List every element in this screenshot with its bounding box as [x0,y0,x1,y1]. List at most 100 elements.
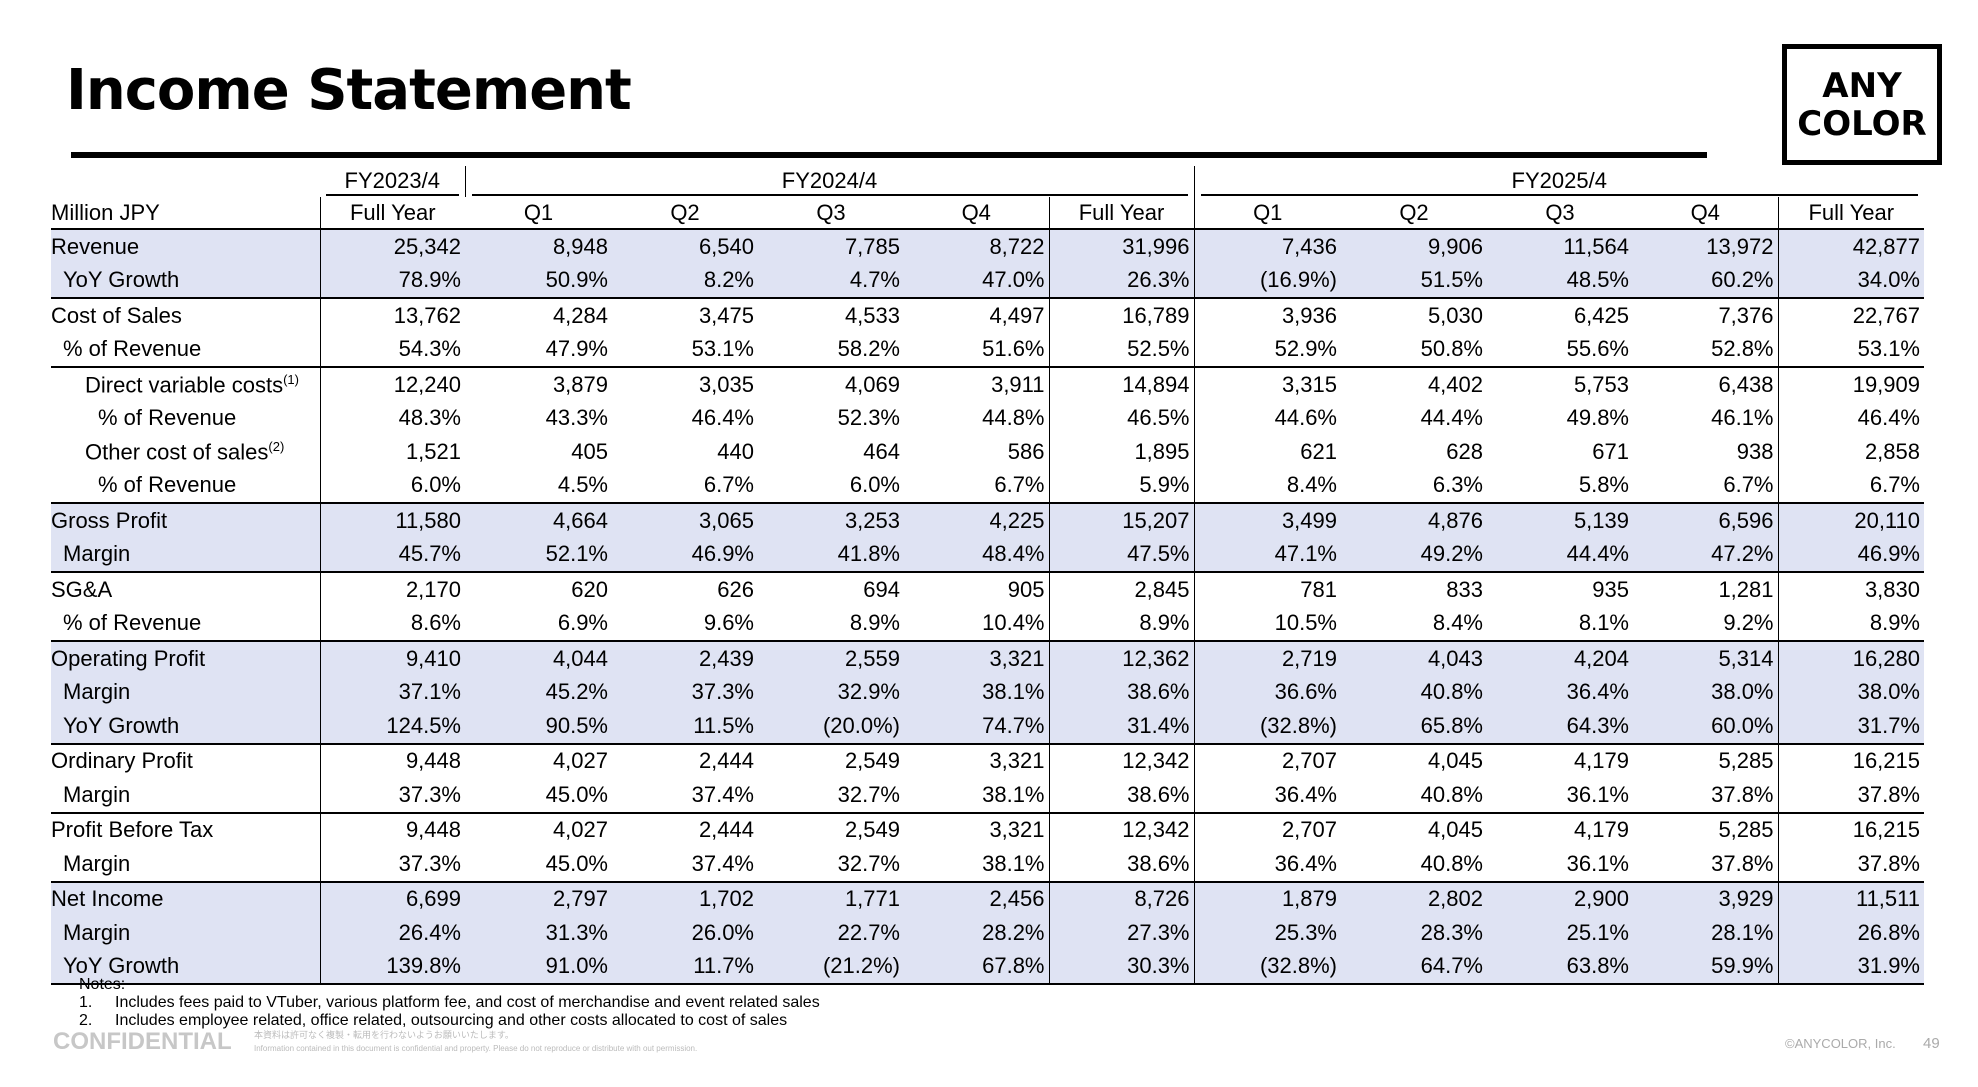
table-row: Profit Before Tax 9,448 4,027 2,444 2,549 3,3… [51,811,1924,847]
value: 3,499 [1193,502,1341,538]
value: 440 [717,438,754,464]
value: 50.9% [465,263,612,298]
note-text: Includes fees paid to VTuber, various pl… [115,994,820,1011]
value: 48.4% [904,537,1049,572]
row-label: % of Revenue [63,610,202,636]
value: 6.7% [1723,472,1774,498]
value: 31,996 [1048,228,1194,264]
value: 50.8% [1420,336,1483,362]
value: 65.8% [1341,709,1487,744]
value: 52.3% [837,405,900,431]
value: 47.0% [904,263,1049,298]
value: 51.5% [1341,263,1487,298]
title: Income Statement [66,58,632,123]
value: 2,797 [465,880,612,916]
value: 4,402 [1341,366,1487,402]
value: 38.6% [1048,778,1194,813]
row-label: YoY Growth [63,712,180,738]
value: 64.7% [1341,949,1487,984]
value: 8.6% [319,606,465,641]
value: 2,802 [1341,880,1487,916]
value: 8.9% [849,610,900,636]
row-label-cell: Margin [51,778,320,813]
value: 3,911 [904,366,1049,402]
table-row: Margin 37.1% 45.2% 37.3% 32.9% 38.1% 38.6% 36.6… [51,675,1924,709]
value: 6.3% [1432,472,1483,498]
row-label: Ordinary Profit [51,748,193,774]
group-label: FY2025/4 [1200,168,1918,196]
value: 6.0% [319,468,465,503]
note-number: 2. [79,1012,93,1029]
row-label-cell: Margin [51,537,320,572]
value: 8.2% [612,263,758,298]
value: 9,906 [1341,228,1487,264]
row-label: Margin [63,919,131,945]
row-label-cell: YoY Growth [51,263,320,298]
value: 36.4% [1193,778,1341,813]
value: 905 [904,571,1049,607]
value: 620 [465,571,612,607]
value: 45.2% [465,675,612,709]
value: 3,065 [612,502,758,538]
value: 9,448 [319,811,465,847]
table-row: % of Revenue 48.3% 43.3% 46.4% 52.3% 44.8% 46.… [51,401,1924,436]
value: 31.4% [1048,709,1194,744]
value: 60.0% [1633,709,1778,744]
value: 4,204 [1487,640,1633,676]
row-label: % of Revenue [98,472,237,498]
value: 3,830 [1777,571,1924,607]
value: 26.4% [319,916,465,950]
value: 13,972 [1633,228,1778,264]
value: 4,225 [904,502,1049,538]
value: 36.4% [1193,847,1341,882]
value: 7,376 [1633,297,1778,333]
copyright: ©ANYCOLOR, Inc. [1785,1036,1896,1051]
row-label-cell: % of Revenue [51,333,320,368]
value: 46.1% [1711,405,1774,431]
column-header-row: Million JPY Full Year Q1 Q2 Q3 Q4 Full Year Q1 Q… [51,197,1924,229]
value: 43.3% [545,405,608,431]
value: 22.7% [758,916,904,950]
value: 1,281 [1633,571,1778,607]
value: 31.7% [1777,709,1924,744]
value: 4,027 [465,811,612,847]
value: 694 [758,571,904,607]
unit-label: Million JPY [51,199,160,225]
logo-line: COLOR [1797,103,1927,144]
value: 45.0% [545,850,608,876]
value: 2,170 [319,571,465,607]
value: 38.1% [982,850,1045,876]
row-label-cell: % of Revenue [51,402,320,436]
value: 6,596 [1633,502,1778,538]
value: 37.8% [1777,778,1924,813]
value: 6.7% [703,472,754,498]
note: 2. Includes employee related, office rela… [79,1012,820,1030]
column-header: Full Year [1048,197,1194,229]
value: 3,321 [904,742,1049,778]
value: 38.0% [1777,675,1924,709]
row-label: % of Revenue [98,405,237,431]
column-header: Q3 [1545,199,1575,225]
value: 37.8% [1777,847,1924,882]
value: 11.5% [612,709,758,744]
note-ref: (2) [268,438,285,454]
table-row: Revenue 25,342 8,948 6,540 7,785 8,722 31,996 7… [51,228,1924,264]
group-header: FY2024/4 [464,166,1194,197]
value: 64.3% [1487,709,1633,744]
table-row: YoY Growth 78.9% 50.9% 8.2% 4.7% 47.0% 26.3% (1… [51,263,1924,298]
group-label: FY2024/4 [471,168,1188,196]
value: 938 [1736,438,1774,464]
value: 34.0% [1777,263,1924,298]
value: 37.4% [691,781,754,807]
row-label-cell: Profit Before Tax [51,811,320,847]
value: 7,785 [758,228,904,264]
value: 74.7% [904,709,1049,744]
value: 5.9% [1048,468,1194,503]
table-row: % of Revenue 54.3% 47.9% 53.1% 58.2% 51.6% 52.… [51,332,1924,368]
value: 3,879 [465,366,612,402]
value: 4,027 [465,742,612,778]
value: 4,045 [1341,811,1487,847]
value: 12,240 [319,366,465,402]
row-label: Direct variable costs [85,371,284,397]
value: 52.5% [1048,332,1194,367]
